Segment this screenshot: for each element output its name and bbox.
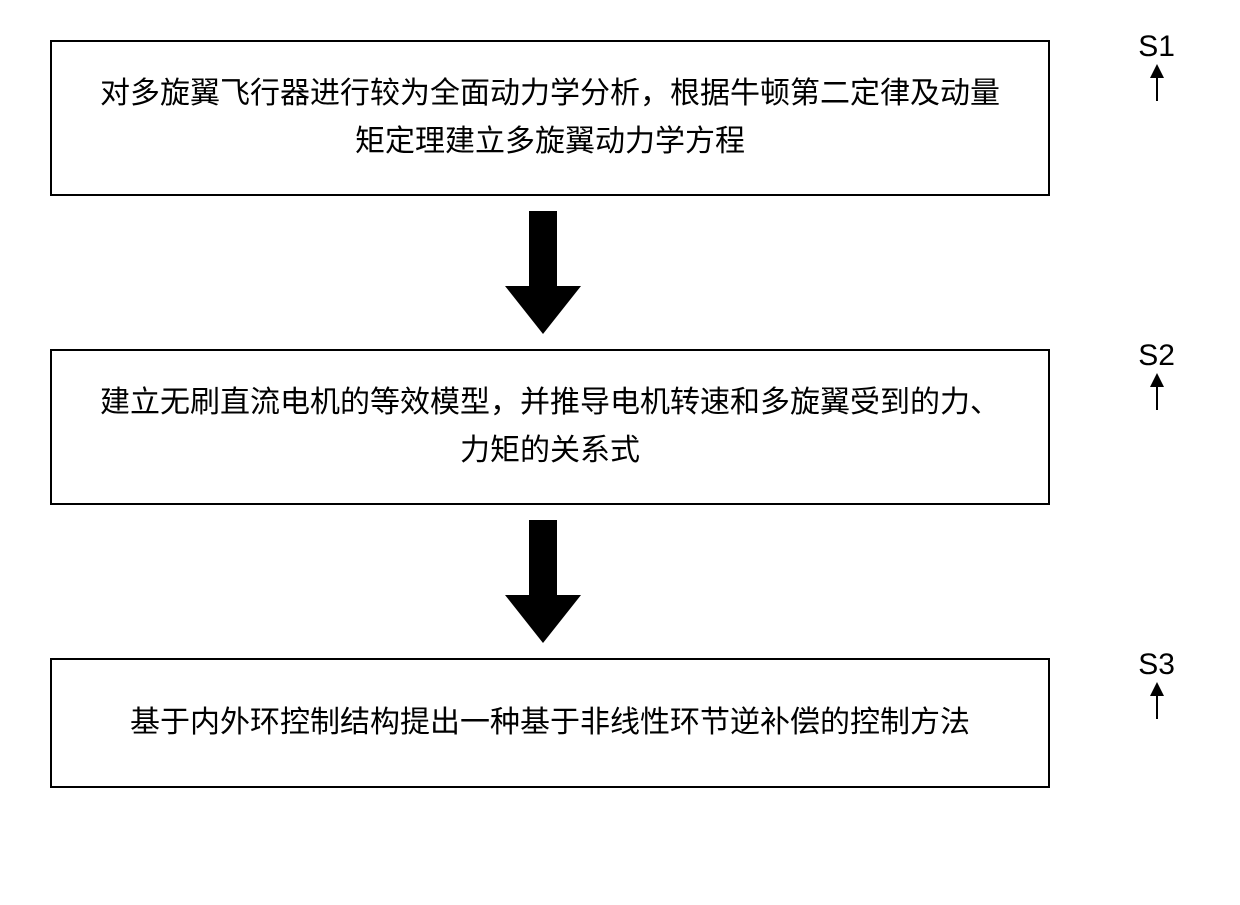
label-text-s2: S2 bbox=[1138, 339, 1175, 373]
step-text-s3: 基于内外环控制结构提出一种基于非线性环节逆补偿的控制方法 bbox=[130, 699, 970, 747]
label-arrow-icon bbox=[1156, 684, 1158, 719]
label-text-s1: S1 bbox=[1138, 30, 1175, 64]
label-container-s3: S3 bbox=[1138, 648, 1175, 719]
connector-2 bbox=[505, 520, 581, 643]
label-arrow-icon bbox=[1156, 66, 1158, 101]
connector-line-icon bbox=[529, 211, 557, 286]
label-arrow-icon bbox=[1156, 375, 1158, 410]
step-text-s2: 建立无刷直流电机的等效模型，并推导电机转速和多旋翼受到的力、力矩的关系式 bbox=[92, 379, 1008, 475]
step-row-3: 基于内外环控制结构提出一种基于非线性环节逆补偿的控制方法 S3 bbox=[20, 658, 1220, 788]
connector-arrow-icon bbox=[505, 595, 581, 643]
connector-line-icon bbox=[529, 520, 557, 595]
label-container-s2: S2 bbox=[1138, 339, 1175, 410]
label-container-s1: S1 bbox=[1138, 30, 1175, 101]
flowchart-container: 对多旋翼飞行器进行较为全面动力学分析，根据牛顿第二定律及动量矩定理建立多旋翼动力… bbox=[20, 20, 1220, 788]
step-text-s1: 对多旋翼飞行器进行较为全面动力学分析，根据牛顿第二定律及动量矩定理建立多旋翼动力… bbox=[92, 70, 1008, 166]
step-row-2: 建立无刷直流电机的等效模型，并推导电机转速和多旋翼受到的力、力矩的关系式 S2 bbox=[20, 349, 1220, 505]
connector-arrow-icon bbox=[505, 286, 581, 334]
step-box-s1: 对多旋翼飞行器进行较为全面动力学分析，根据牛顿第二定律及动量矩定理建立多旋翼动力… bbox=[50, 40, 1050, 196]
connector-1 bbox=[505, 211, 581, 334]
label-text-s3: S3 bbox=[1138, 648, 1175, 682]
step-box-s2: 建立无刷直流电机的等效模型，并推导电机转速和多旋翼受到的力、力矩的关系式 bbox=[50, 349, 1050, 505]
step-row-1: 对多旋翼飞行器进行较为全面动力学分析，根据牛顿第二定律及动量矩定理建立多旋翼动力… bbox=[20, 40, 1220, 196]
step-box-s3: 基于内外环控制结构提出一种基于非线性环节逆补偿的控制方法 bbox=[50, 658, 1050, 788]
